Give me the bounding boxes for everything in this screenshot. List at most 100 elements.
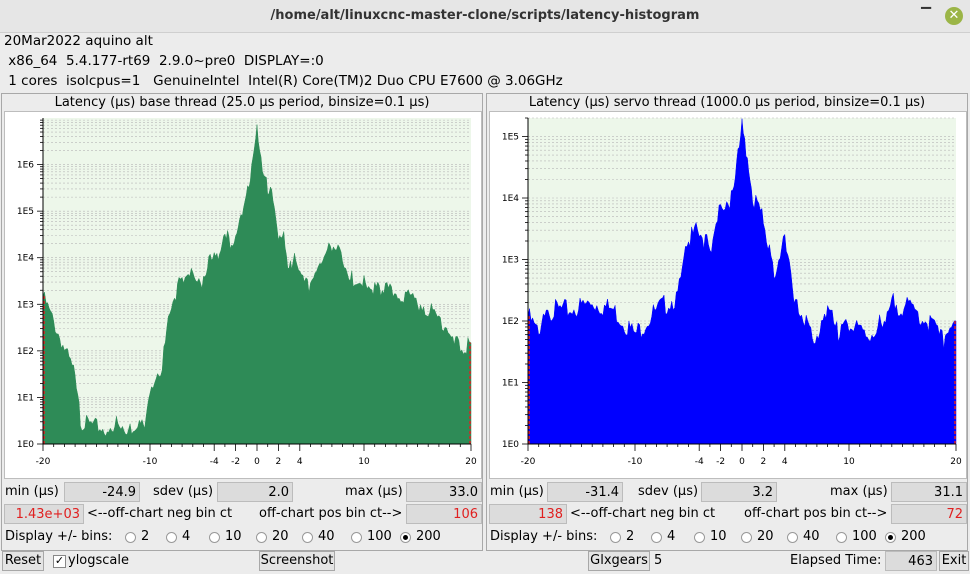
y-tick-label: 1E5	[502, 133, 519, 143]
elapsed-time-label: Elapsed Time:	[790, 553, 882, 568]
min-label: min (µs)	[5, 484, 59, 499]
bins-radio-4[interactable]	[651, 532, 662, 543]
bins-radio-label-100: 100	[852, 529, 877, 544]
y-tick-label: 1E2	[502, 317, 519, 327]
y-tick-label: 1E0	[17, 440, 34, 450]
x-tick-label: 0	[739, 457, 745, 467]
y-tick-label: 1E3	[502, 256, 519, 266]
bins-radio-40[interactable]	[787, 532, 798, 543]
sdev-label: sdev (µs)	[638, 484, 699, 499]
sdev-label: sdev (µs)	[153, 484, 214, 499]
min-value: -24.9	[64, 482, 140, 502]
bins-radio-10[interactable]	[209, 532, 220, 543]
y-tick-label: 1E1	[502, 379, 519, 389]
screenshot-button[interactable]: Screenshot	[259, 551, 335, 571]
info-date-host: 20Mar2022 aquino alt	[4, 33, 153, 49]
sdev-value: 3.2	[701, 482, 777, 502]
bins-radio-100[interactable]	[836, 532, 847, 543]
min-value: -31.4	[547, 482, 623, 502]
bins-radio-label-40: 40	[803, 529, 820, 544]
bins-radio-2[interactable]	[610, 532, 621, 543]
pos-bin-label: off-chart pos bin ct-->	[744, 506, 888, 521]
neg-bin-count: 138	[489, 504, 567, 524]
pos-bin-count: 106	[406, 504, 482, 524]
bins-radio-label-100: 100	[367, 529, 392, 544]
max-value: 31.1	[891, 482, 967, 502]
x-tick-label: 2	[276, 457, 282, 467]
pos-bin-count: 72	[891, 504, 967, 524]
bins-radio-label-200: 200	[416, 529, 441, 544]
info-cpu: 1 cores isolcpus=1 GenuineIntel Intel(R)…	[4, 73, 563, 89]
bins-radio-100[interactable]	[351, 532, 362, 543]
max-label: max (µs)	[830, 484, 888, 499]
x-tick-label: 2	[761, 457, 767, 467]
x-tick-label: -20	[36, 457, 51, 467]
bins-radio-200[interactable]	[400, 532, 411, 543]
pos-bin-label: off-chart pos bin ct-->	[259, 506, 403, 521]
neg-bin-count: 1.43e+03	[4, 504, 84, 524]
elapsed-time-value: 463	[885, 551, 937, 571]
x-tick-label: -10	[143, 457, 158, 467]
window-title: /home/alt/linuxcnc-master-clone/scripts/…	[270, 8, 700, 23]
neg-bin-label: <--off-chart neg bin ct	[87, 506, 233, 521]
ylogscale-label: ylogscale	[68, 553, 130, 568]
exit-button[interactable]: Exit	[939, 551, 969, 571]
bins-radio-label-2: 2	[141, 529, 150, 544]
histogram-area	[527, 118, 957, 445]
x-tick-label: -20	[521, 457, 536, 467]
x-tick-label: -4	[210, 457, 219, 467]
bins-radio-200[interactable]	[885, 532, 896, 543]
glxgears-count: 5	[654, 553, 663, 568]
x-tick-label: 4	[297, 457, 303, 467]
x-tick-label: -2	[231, 457, 240, 467]
y-tick-label: 1E4	[17, 254, 34, 264]
title-bar: /home/alt/linuxcnc-master-clone/scripts/…	[0, 0, 970, 33]
bins-radio-40[interactable]	[302, 532, 313, 543]
bins-radio-label-10: 10	[710, 529, 727, 544]
neg-bin-label: <--off-chart neg bin ct	[570, 506, 716, 521]
bins-radio-2[interactable]	[125, 532, 136, 543]
bins-radio-label-2: 2	[626, 529, 635, 544]
x-tick-label: -2	[716, 457, 725, 467]
servo-thread-panel: Latency (µs) servo thread (1000.0 µs per…	[486, 93, 968, 551]
close-button[interactable]: ✕	[945, 7, 963, 25]
bins-radio-20[interactable]	[256, 532, 267, 543]
servo-thread-histogram: 1E0 1E1 1E2 1E3 1E4 1E5 -20 -10 -4 -2 0 2 4 10 20	[489, 111, 967, 479]
reset-button[interactable]: Reset	[2, 551, 44, 571]
x-tick-label: -4	[695, 457, 704, 467]
x-tick-label: 10	[843, 457, 855, 467]
x-tick-label: 20	[465, 457, 477, 467]
y-tick-label: 1E4	[502, 194, 519, 204]
min-label: min (µs)	[490, 484, 544, 499]
x-tick-label: 4	[782, 457, 788, 467]
x-tick-label: 20	[950, 457, 962, 467]
y-tick-label: 1E5	[17, 207, 34, 217]
bins-radio-label-20: 20	[272, 529, 289, 544]
glxgears-button[interactable]: Glxgears	[588, 551, 650, 571]
y-tick-label: 1E6	[17, 161, 34, 171]
bins-radio-10[interactable]	[694, 532, 705, 543]
ylogscale-checkbox[interactable]: ✓	[53, 554, 66, 568]
base-thread-histogram: 1E0 1E1 1E2 1E3 1E4 1E5 1E6 -20 -10 -4 -2 0 2 4 10 20	[4, 111, 482, 479]
histogram-area	[42, 124, 472, 445]
x-tick-label: 10	[358, 457, 370, 467]
bins-radio-4[interactable]	[166, 532, 177, 543]
bins-radio-label-20: 20	[757, 529, 774, 544]
base-thread-title: Latency (µs) base thread (25.0 µs period…	[54, 95, 430, 110]
bins-radio-20[interactable]	[741, 532, 752, 543]
y-tick-label: 1E3	[17, 300, 34, 310]
y-tick-label: 1E1	[17, 393, 34, 403]
max-label: max (µs)	[345, 484, 403, 499]
base-thread-panel: Latency (µs) base thread (25.0 µs period…	[1, 93, 483, 551]
info-kernel: x86_64 5.4.177-rt69 2.9.0~pre0 DISPLAY=:…	[4, 53, 324, 69]
bins-radio-label-4: 4	[182, 529, 191, 544]
sdev-value: 2.0	[217, 482, 293, 502]
y-tick-label: 1E2	[17, 347, 34, 357]
minimize-button[interactable]: ▔	[921, 8, 931, 23]
display-bins-label: Display +/- bins:	[5, 529, 113, 544]
bins-radio-label-200: 200	[901, 529, 926, 544]
servo-thread-title: Latency (µs) servo thread (1000.0 µs per…	[528, 95, 926, 110]
bins-radio-label-4: 4	[667, 529, 676, 544]
